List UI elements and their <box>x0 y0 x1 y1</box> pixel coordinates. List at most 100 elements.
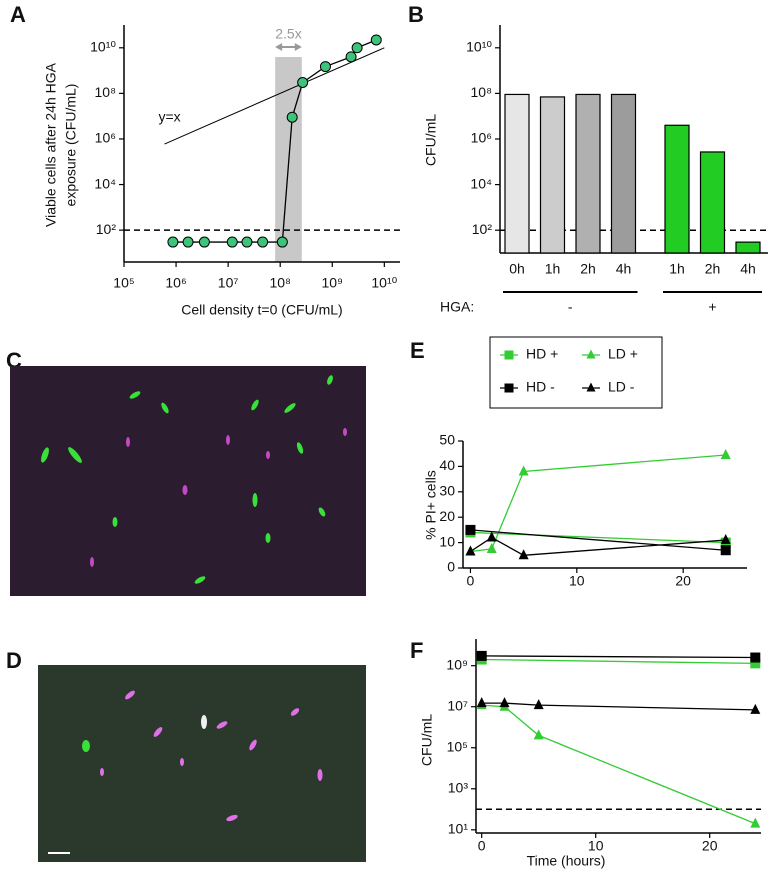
y-tick-label: 20 <box>439 508 455 524</box>
panel-label: B <box>408 2 424 27</box>
bar <box>735 241 761 254</box>
circle-marker <box>297 77 309 89</box>
legend-label: LD - <box>608 379 635 395</box>
band-arrowhead <box>275 43 283 51</box>
legend-label: HD + <box>526 346 558 362</box>
micrograph <box>38 665 366 862</box>
circle-marker <box>241 236 253 248</box>
y-axis-label: Viable cells after 24h HGA <box>43 62 59 227</box>
y-axis-label: CFU/mL <box>419 714 435 766</box>
triangle-marker <box>720 448 731 459</box>
y-tick-label: 10⁴ <box>94 175 116 191</box>
triangle-marker <box>533 699 544 710</box>
circle-marker <box>286 111 298 123</box>
y-tick-label: 10⁶ <box>95 130 116 146</box>
white-cell <box>201 715 207 729</box>
square-marker <box>750 658 761 669</box>
x-axis-label: Cell density t=0 (CFU/mL) <box>181 302 342 318</box>
x-tick-label: 10⁹ <box>321 275 343 291</box>
circle-marker <box>276 236 288 248</box>
reference-label: y=x <box>159 109 181 125</box>
x-tick-label: 1h <box>545 261 561 277</box>
y-tick-label: 10² <box>96 221 117 237</box>
y-tick-label: 10² <box>472 221 493 237</box>
y-tick-label: 40 <box>439 457 455 473</box>
green-cell <box>82 740 90 752</box>
x-tick-label: 10⁸ <box>269 275 291 291</box>
circle-marker <box>182 236 194 248</box>
triangle-marker <box>518 465 529 476</box>
triangle-marker <box>586 382 596 392</box>
y-tick-label: 10¹⁰ <box>466 39 492 55</box>
group-label: - <box>568 299 573 315</box>
triangle-marker <box>486 531 497 542</box>
y-tick-label: 10⁵ <box>447 738 468 754</box>
square-marker <box>750 652 761 663</box>
y-tick-label: 10⁹ <box>446 656 468 672</box>
y-tick-label: 10 <box>439 533 455 549</box>
triangle-marker <box>518 549 529 560</box>
circle-marker <box>257 236 269 248</box>
circle-marker <box>319 61 331 73</box>
bar <box>664 124 690 254</box>
bar <box>575 93 601 254</box>
legend-box <box>489 336 663 409</box>
series-line <box>481 702 756 711</box>
group-title: HGA: <box>440 299 474 315</box>
series-line <box>470 529 726 551</box>
y-tick-label: 10³ <box>448 779 469 795</box>
triangle-marker <box>720 534 731 545</box>
circle-marker <box>226 236 238 248</box>
y-tick-label: 0 <box>447 559 455 575</box>
bar <box>539 96 566 254</box>
series-line <box>481 658 756 665</box>
bar <box>699 151 726 254</box>
circle-marker <box>370 34 382 46</box>
x-tick-label: 10¹⁰ <box>371 275 397 291</box>
x-tick-label: 4h <box>740 261 756 277</box>
triangle-marker <box>750 703 761 714</box>
triangle-marker <box>499 697 510 708</box>
series-line <box>470 454 726 553</box>
y-tick-label: 30 <box>439 483 455 499</box>
x-tick-label: 20 <box>702 838 718 854</box>
circle-marker <box>198 236 210 248</box>
band-arrowhead <box>294 43 302 51</box>
bar <box>610 93 637 254</box>
x-tick-label: 10 <box>588 838 604 854</box>
panel-label: D <box>6 648 22 673</box>
y-tick-label: 10⁷ <box>447 697 468 713</box>
triangle-marker <box>476 697 487 708</box>
x-tick-label: 1h <box>669 261 685 277</box>
y-tick-label: 10¹⁰ <box>90 38 116 54</box>
y-tick-label: 10⁸ <box>471 84 493 100</box>
panel-label: A <box>10 2 26 27</box>
series-line <box>481 655 756 659</box>
triangle-marker <box>586 349 596 359</box>
group-label: + <box>708 299 716 315</box>
triangle-marker <box>750 817 761 828</box>
y-tick-label: 10⁴ <box>470 175 492 191</box>
reference-line <box>164 47 385 145</box>
legend-label: HD - <box>526 379 555 395</box>
x-tick-label: 0h <box>509 261 525 277</box>
square-marker <box>504 350 514 360</box>
x-tick-label: 10 <box>569 573 585 589</box>
square-marker <box>465 524 476 535</box>
x-tick-label: 20 <box>675 573 691 589</box>
square-marker <box>476 650 487 661</box>
triangle-marker <box>465 545 476 556</box>
magenta-cells <box>90 428 347 567</box>
panel-label: F <box>410 638 423 663</box>
triangle-marker <box>486 542 497 553</box>
square-marker <box>720 545 731 556</box>
circle-marker <box>167 236 179 248</box>
magenta-cells <box>100 690 323 822</box>
series-line <box>470 536 726 556</box>
micrograph-background <box>38 665 366 862</box>
y-tick-label: 10⁶ <box>471 130 492 146</box>
bar <box>504 93 530 254</box>
x-tick-label: 4h <box>616 261 632 277</box>
series-line <box>481 704 756 825</box>
